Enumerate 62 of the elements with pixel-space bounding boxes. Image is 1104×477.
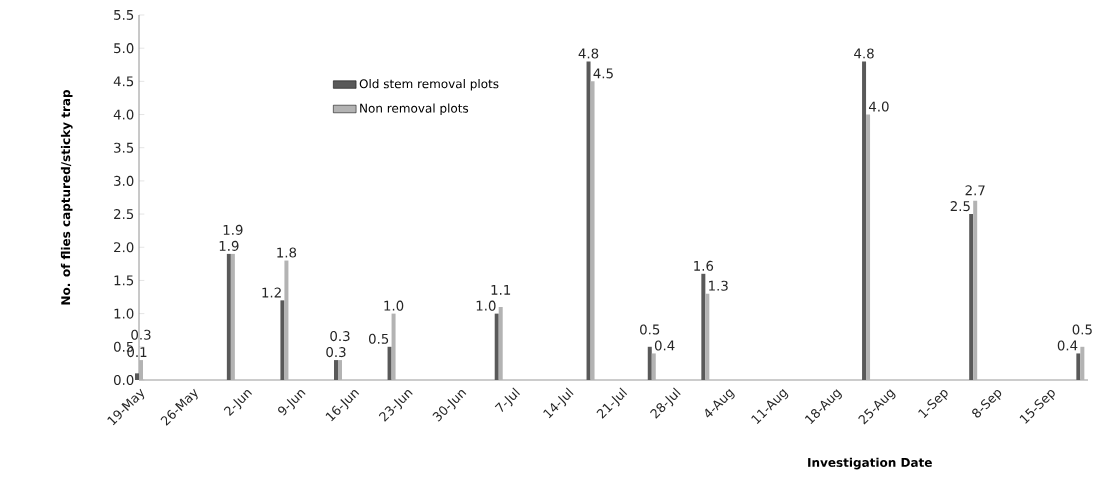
data-label: 1.1 — [491, 284, 511, 295]
y-tick-label: 1.5 — [114, 275, 134, 286]
y-tick-label: 5.5 — [114, 10, 134, 20]
data-label: 0.3 — [131, 329, 151, 340]
bar — [705, 293, 710, 380]
bar — [387, 346, 392, 380]
data-label: 4.5 — [593, 68, 613, 79]
bar — [391, 313, 396, 380]
data-label: 1.3 — [709, 280, 728, 291]
bar — [498, 306, 503, 380]
bar — [590, 81, 595, 380]
y-tick-label: 1.0 — [114, 308, 134, 319]
data-label: 0.4 — [1057, 340, 1078, 351]
data-label: 0.5 — [1072, 324, 1092, 335]
y-tick-label: 0.0 — [113, 374, 134, 386]
y-tick-label: 4.0 — [113, 109, 134, 120]
data-label: 1.0 — [476, 300, 496, 311]
bar — [862, 61, 867, 380]
y-tick-label: 4.5 — [113, 76, 134, 87]
data-label: 1.8 — [277, 247, 297, 258]
bar — [1080, 346, 1085, 380]
data-label: 0.5 — [368, 333, 389, 344]
data-label: 4.0 — [868, 101, 889, 112]
bar — [1076, 353, 1081, 380]
x-axis-title: Investigation Date — [808, 457, 932, 470]
data-label: 0.4 — [654, 340, 675, 351]
bar — [586, 61, 591, 380]
bar — [284, 260, 289, 380]
y-tick-label: 2.5 — [114, 209, 134, 220]
data-label: 1.9 — [219, 240, 239, 251]
bar — [973, 200, 978, 380]
bar — [866, 114, 871, 380]
legend-label: Old stem removal plots — [359, 78, 499, 91]
bar — [701, 273, 706, 380]
y-tick-label: 2.0 — [114, 242, 134, 253]
data-label: 4.8 — [854, 48, 874, 59]
data-label: 0.5 — [640, 324, 660, 335]
legend-label: Non removal plots — [360, 103, 469, 116]
y-tick-label: 5.0 — [114, 43, 134, 54]
data-label: 0.3 — [326, 347, 346, 358]
bar — [337, 360, 342, 380]
data-label: 1.9 — [223, 224, 243, 235]
bar — [135, 373, 140, 380]
data-label: 2.5 — [950, 201, 970, 212]
y-axis-title: No. of flies captured/sticky trap — [60, 90, 73, 305]
y-tick-label: 3.5 — [114, 142, 134, 153]
bar — [226, 253, 231, 380]
y-tick-label: 3.0 — [114, 175, 134, 186]
bar — [651, 353, 656, 380]
bar — [969, 214, 974, 380]
data-label: 1.2 — [262, 287, 281, 298]
data-label: 1.0 — [384, 300, 404, 311]
data-label: 1.6 — [694, 260, 714, 271]
bar — [139, 360, 144, 380]
bar — [230, 253, 235, 380]
bar — [280, 300, 285, 380]
data-label: 0.3 — [330, 331, 350, 342]
bar — [647, 346, 652, 380]
data-label: 4.8 — [578, 48, 599, 59]
data-label: 2.7 — [965, 185, 985, 196]
bar — [494, 313, 499, 380]
bar — [334, 360, 338, 380]
